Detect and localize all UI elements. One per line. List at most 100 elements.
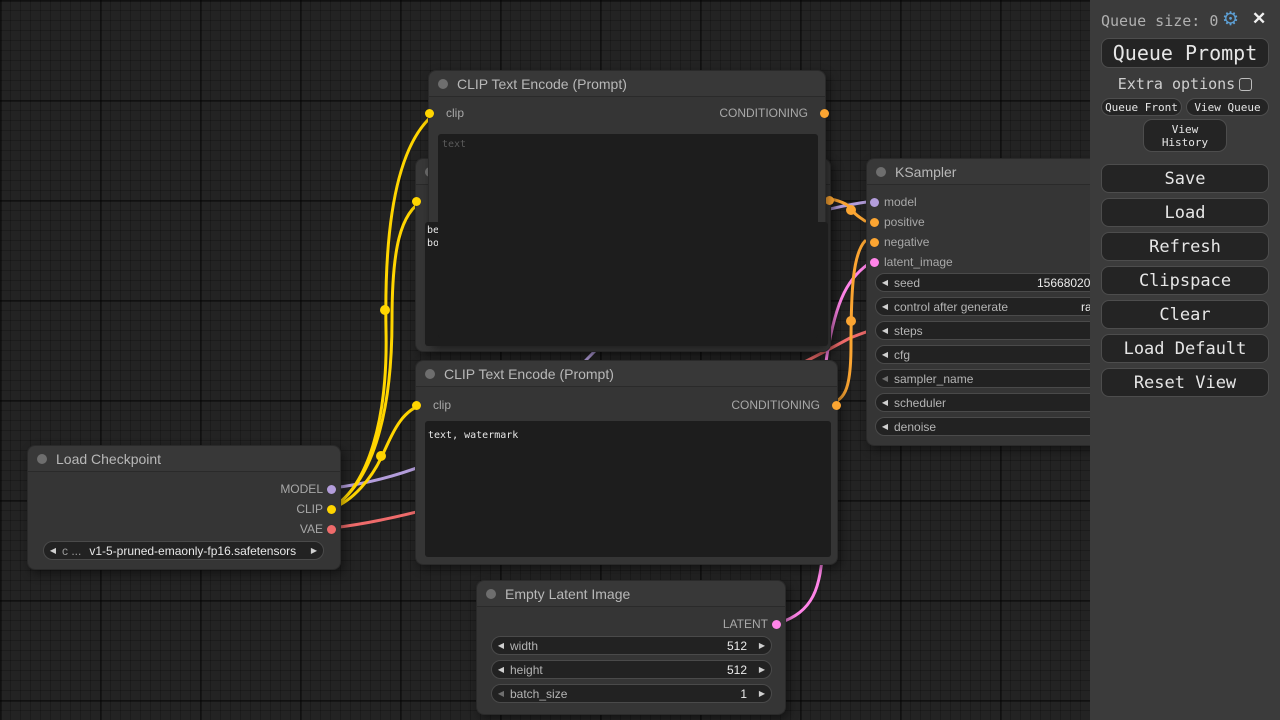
clip-output-port[interactable] — [327, 505, 336, 514]
widget-label: seed — [894, 275, 921, 290]
node-load-checkpoint[interactable]: Load Checkpoint MODEL CLIP VAE ◀ c ... v… — [27, 445, 341, 570]
queue-prompt-button[interactable]: Queue Prompt — [1101, 38, 1269, 68]
vae-output-label: VAE — [299, 522, 323, 536]
latent-output-port[interactable] — [772, 620, 781, 629]
link-dot-cond-negative[interactable] — [846, 316, 856, 326]
prev-option-icon[interactable]: ◀ — [49, 546, 57, 555]
widget-label: width — [510, 638, 539, 653]
increment-icon[interactable]: ▶ — [758, 689, 766, 698]
view-history-line1: View — [1171, 122, 1199, 136]
queue-size-label: Queue size: 0 — [1101, 12, 1219, 30]
decrement-icon[interactable]: ◀ — [881, 422, 889, 431]
widget-ckpt-name[interactable]: ◀ c ... v1-5-pruned-emaonly-fp16.safeten… — [43, 541, 324, 560]
widget-label: control after generate — [894, 299, 1009, 314]
decrement-icon[interactable]: ◀ — [881, 398, 889, 407]
extra-options-label: Extra options — [1117, 75, 1236, 93]
widget-denoise[interactable]: ◀ denoise — [875, 417, 1099, 436]
node-title-label: Empty Latent Image — [505, 585, 631, 602]
node-collapse-dot[interactable] — [438, 78, 448, 89]
node-clip-text-encode-negative[interactable]: CLIP Text Encode (Prompt) clip CONDITION… — [412, 360, 841, 565]
link-dot-cond-positive[interactable] — [846, 205, 856, 215]
clipspace-button[interactable]: Clipspace — [1101, 266, 1269, 295]
prompt-textarea-negative[interactable]: text, watermark — [425, 421, 831, 557]
vae-output-port[interactable] — [327, 525, 336, 534]
widget-value: 512 — [726, 662, 747, 677]
prompt-textarea-top[interactable] — [438, 134, 818, 338]
increment-icon[interactable]: ▶ — [758, 665, 766, 674]
refresh-button[interactable]: Refresh — [1101, 232, 1269, 261]
next-option-icon[interactable]: ▶ — [310, 546, 318, 555]
conditioning-output-port[interactable] — [832, 401, 841, 410]
reset-view-button[interactable]: Reset View — [1101, 368, 1269, 397]
conditioning-output-label: CONDITIONING — [719, 106, 808, 120]
decrement-icon[interactable]: ◀ — [881, 278, 889, 287]
latent-image-input-port[interactable] — [870, 258, 879, 267]
node-collapse-dot[interactable] — [876, 166, 886, 177]
latent-output-label: LATENT — [722, 617, 768, 631]
widget-label: cfg — [894, 347, 911, 362]
model-output-label: MODEL — [280, 482, 323, 496]
load-default-button[interactable]: Load Default — [1101, 334, 1269, 363]
node-ksampler[interactable]: KSampler model positive negative latent_… — [866, 158, 1100, 446]
node-empty-latent-image[interactable]: Empty Latent Image LATENT ◀ width 512 ▶ … — [476, 580, 786, 715]
widget-value: 1 — [740, 686, 747, 701]
positive-input-label: positive — [884, 215, 925, 229]
decrement-icon[interactable]: ◀ — [881, 302, 889, 311]
queue-front-button[interactable]: Queue Front — [1101, 98, 1182, 116]
clip-input-port[interactable] — [412, 401, 421, 410]
load-button[interactable]: Load — [1101, 198, 1269, 227]
widget-value: 1566802087 — [1037, 275, 1100, 290]
save-button[interactable]: Save — [1101, 164, 1269, 193]
widget-value: 512 — [726, 638, 747, 653]
model-output-port[interactable] — [327, 485, 336, 494]
widget-label: height — [510, 662, 543, 677]
negative-input-port[interactable] — [870, 238, 879, 247]
settings-gear-icon[interactable]: ⚙ — [1222, 9, 1240, 30]
conditioning-output-port[interactable] — [820, 109, 829, 118]
widget-steps[interactable]: ◀ steps — [875, 321, 1099, 340]
close-icon[interactable]: ✕ — [1252, 9, 1267, 28]
extra-options-checkbox[interactable] — [1239, 77, 1253, 91]
view-history-line2: History — [1161, 135, 1209, 149]
node-title-label: CLIP Text Encode (Prompt) — [457, 75, 627, 92]
clip-input-port[interactable] — [412, 197, 421, 206]
view-queue-button[interactable]: View Queue — [1186, 98, 1269, 116]
node-title-label: Load Checkpoint — [56, 450, 162, 467]
widget-seed[interactable]: ◀ seed 1566802087 — [875, 273, 1100, 292]
decrement-icon[interactable]: ◀ — [881, 374, 889, 383]
widget-label: steps — [894, 323, 923, 338]
widget-scheduler[interactable]: ◀ scheduler — [875, 393, 1099, 412]
widget-cfg[interactable]: ◀ cfg — [875, 345, 1099, 364]
clear-button[interactable]: Clear — [1101, 300, 1269, 329]
decrement-icon[interactable]: ◀ — [881, 350, 889, 359]
node-collapse-dot[interactable] — [486, 588, 496, 599]
widget-label: batch_size — [510, 686, 568, 701]
widget-width[interactable]: ◀ width 512 ▶ — [491, 636, 772, 655]
clip-input-port[interactable] — [425, 109, 434, 118]
wire-clip-3 — [330, 402, 426, 510]
wire-clip-2 — [330, 198, 426, 510]
model-input-port[interactable] — [870, 198, 879, 207]
widget-height[interactable]: ◀ height 512 ▶ — [491, 660, 772, 679]
link-dot-clip-1[interactable] — [380, 305, 390, 315]
widget-value: v1-5-pruned-emaonly-fp16.safetensors — [89, 543, 297, 558]
view-history-button[interactable]: View History — [1143, 119, 1227, 152]
clip-input-label: clip — [433, 398, 452, 412]
conditioning-output-port[interactable] — [825, 196, 834, 205]
decrement-icon[interactable]: ◀ — [497, 689, 505, 698]
link-dot-clip-3[interactable] — [376, 451, 386, 461]
widget-sampler-name[interactable]: ◀ sampler_name — [875, 369, 1099, 388]
widget-label: scheduler — [894, 395, 947, 410]
decrement-icon[interactable]: ◀ — [881, 326, 889, 335]
increment-icon[interactable]: ▶ — [758, 641, 766, 650]
decrement-icon[interactable]: ◀ — [497, 641, 505, 650]
wire-conditioning-positive — [829, 197, 867, 223]
positive-input-port[interactable] — [870, 218, 879, 227]
widget-control-after-generate[interactable]: ◀ control after generate randomize — [875, 297, 1099, 316]
node-collapse-dot[interactable] — [425, 368, 435, 379]
model-input-label: model — [884, 195, 917, 209]
node-collapse-dot[interactable] — [37, 453, 47, 464]
decrement-icon[interactable]: ◀ — [497, 665, 505, 674]
widget-batch-size[interactable]: ◀ batch_size 1 ▶ — [491, 684, 772, 703]
